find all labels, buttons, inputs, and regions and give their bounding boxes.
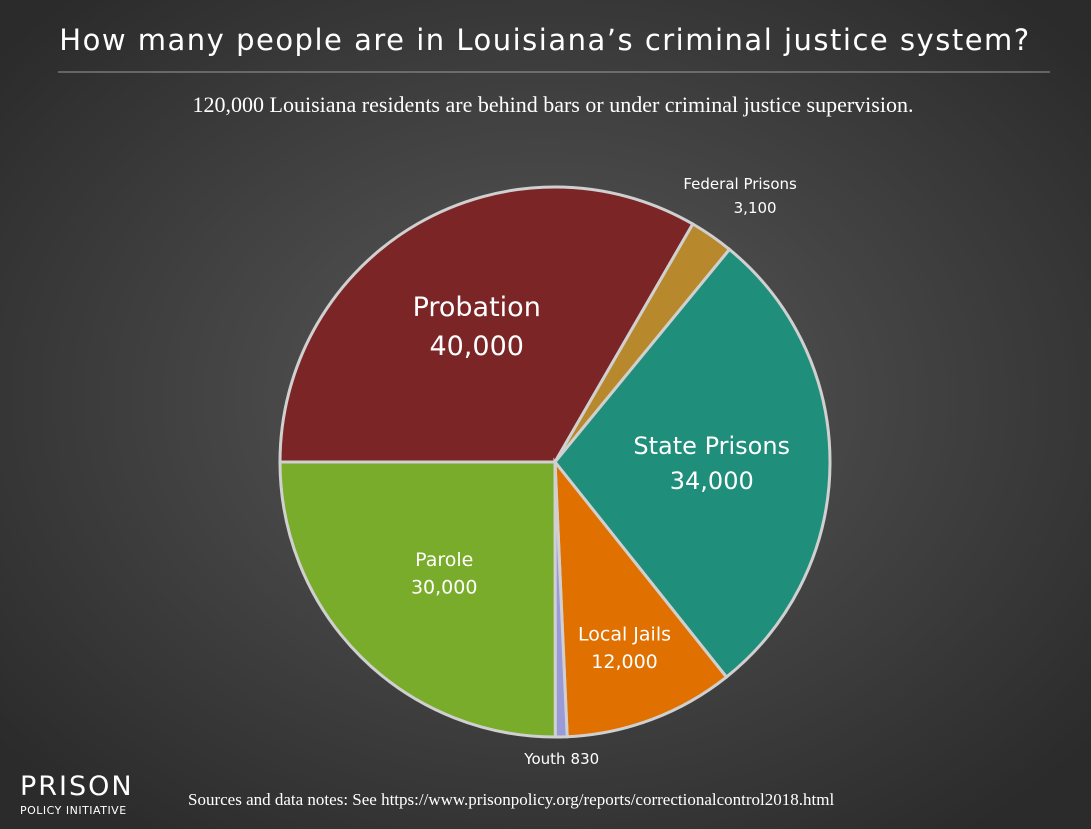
pie-slice bbox=[278, 460, 557, 739]
pie-slice bbox=[553, 457, 729, 739]
slice-label: Probation 40,000 bbox=[413, 292, 541, 362]
value-label: 30,000 bbox=[411, 576, 477, 598]
category-label: Youth bbox=[523, 749, 565, 767]
logo-subname: POLICY INITIATIVE bbox=[20, 804, 127, 817]
slice-label: Federal Prisons 3,100 bbox=[683, 175, 797, 217]
category-label: Local Jails bbox=[578, 623, 671, 645]
slice-label: Parole 30,000 bbox=[411, 549, 477, 599]
slice-label: State Prisons 34,000 bbox=[633, 432, 790, 495]
pie-slice bbox=[553, 247, 832, 680]
category-label: State Prisons bbox=[633, 432, 790, 460]
subtitle: 120,000 Louisiana residents are behind b… bbox=[193, 92, 914, 117]
value-label: 40,000 bbox=[429, 331, 523, 362]
value-label: 3,100 bbox=[734, 199, 777, 217]
slice-label: Local Jails 12,000 bbox=[578, 623, 671, 673]
value-label: 34,000 bbox=[670, 467, 754, 495]
pie-slice bbox=[278, 185, 695, 464]
chart-title: How many people are in Louisiana’s crimi… bbox=[59, 23, 1030, 57]
category-label: Federal Prisons bbox=[683, 175, 797, 193]
slice-label: Youth 830 bbox=[523, 749, 599, 767]
source-note: Sources and data notes: See https://www.… bbox=[188, 790, 834, 809]
value-label: 830 bbox=[571, 749, 600, 767]
logo-name: PRISON bbox=[20, 771, 134, 802]
value-label: 12,000 bbox=[591, 651, 657, 673]
category-label: Probation bbox=[413, 292, 541, 323]
category-label: Parole bbox=[415, 549, 473, 571]
pie bbox=[278, 185, 832, 739]
